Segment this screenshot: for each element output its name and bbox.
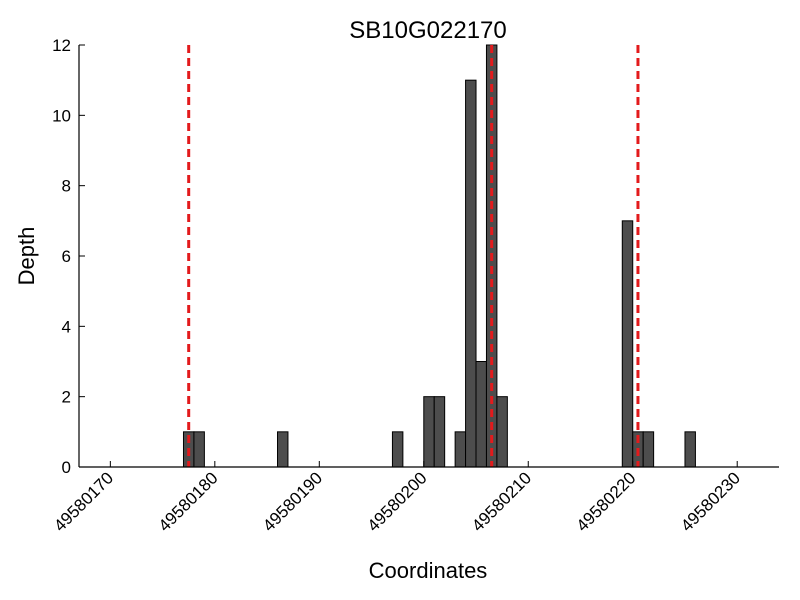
reference-lines-group: [187, 45, 640, 467]
bar-49580201: [433, 396, 446, 468]
bar-49580178: [193, 431, 205, 468]
x-axis-label: Coordinates: [369, 558, 488, 583]
y-tick-label-2: 2: [62, 388, 71, 407]
x-tick-label-49580230: 49580230: [677, 468, 744, 535]
bar-49580219: [621, 220, 634, 468]
bar-49580186: [277, 431, 289, 468]
y-ticks-group: 0 2 4 6 8 10 12: [52, 36, 85, 477]
x-tick-label-49580220: 49580220: [573, 468, 640, 535]
bar-49580197: [391, 431, 404, 468]
bar-49580205: [475, 361, 487, 468]
bar-49580225: [684, 431, 696, 468]
bar-49580203: [454, 431, 467, 468]
bars-group: [182, 44, 696, 468]
bar-49580207: [496, 396, 508, 468]
bar-49580221: [642, 431, 655, 468]
bar-49580200: [423, 396, 435, 468]
bar-49580204: [465, 79, 477, 468]
x-tick-label-49580210: 49580210: [468, 468, 535, 535]
y-tick-label-4: 4: [62, 317, 71, 336]
x-tick-label-49580170: 49580170: [50, 468, 117, 535]
y-axis-label: Depth: [14, 227, 39, 286]
y-tick-label-12: 12: [52, 36, 71, 55]
y-tick-label-8: 8: [62, 177, 71, 196]
y-tick-label-10: 10: [52, 106, 71, 125]
x-tick-label-49580180: 49580180: [155, 468, 222, 535]
x-tick-label-49580200: 49580200: [364, 468, 431, 535]
y-tick-label-6: 6: [62, 247, 71, 266]
x-ticks-group: 49580170 49580180 49580190 49580200 49580210…: [50, 461, 744, 535]
chart-title: SB10G022170: [349, 17, 506, 44]
y-tick-label-0: 0: [62, 458, 71, 477]
x-tick-label-49580190: 49580190: [259, 468, 326, 535]
